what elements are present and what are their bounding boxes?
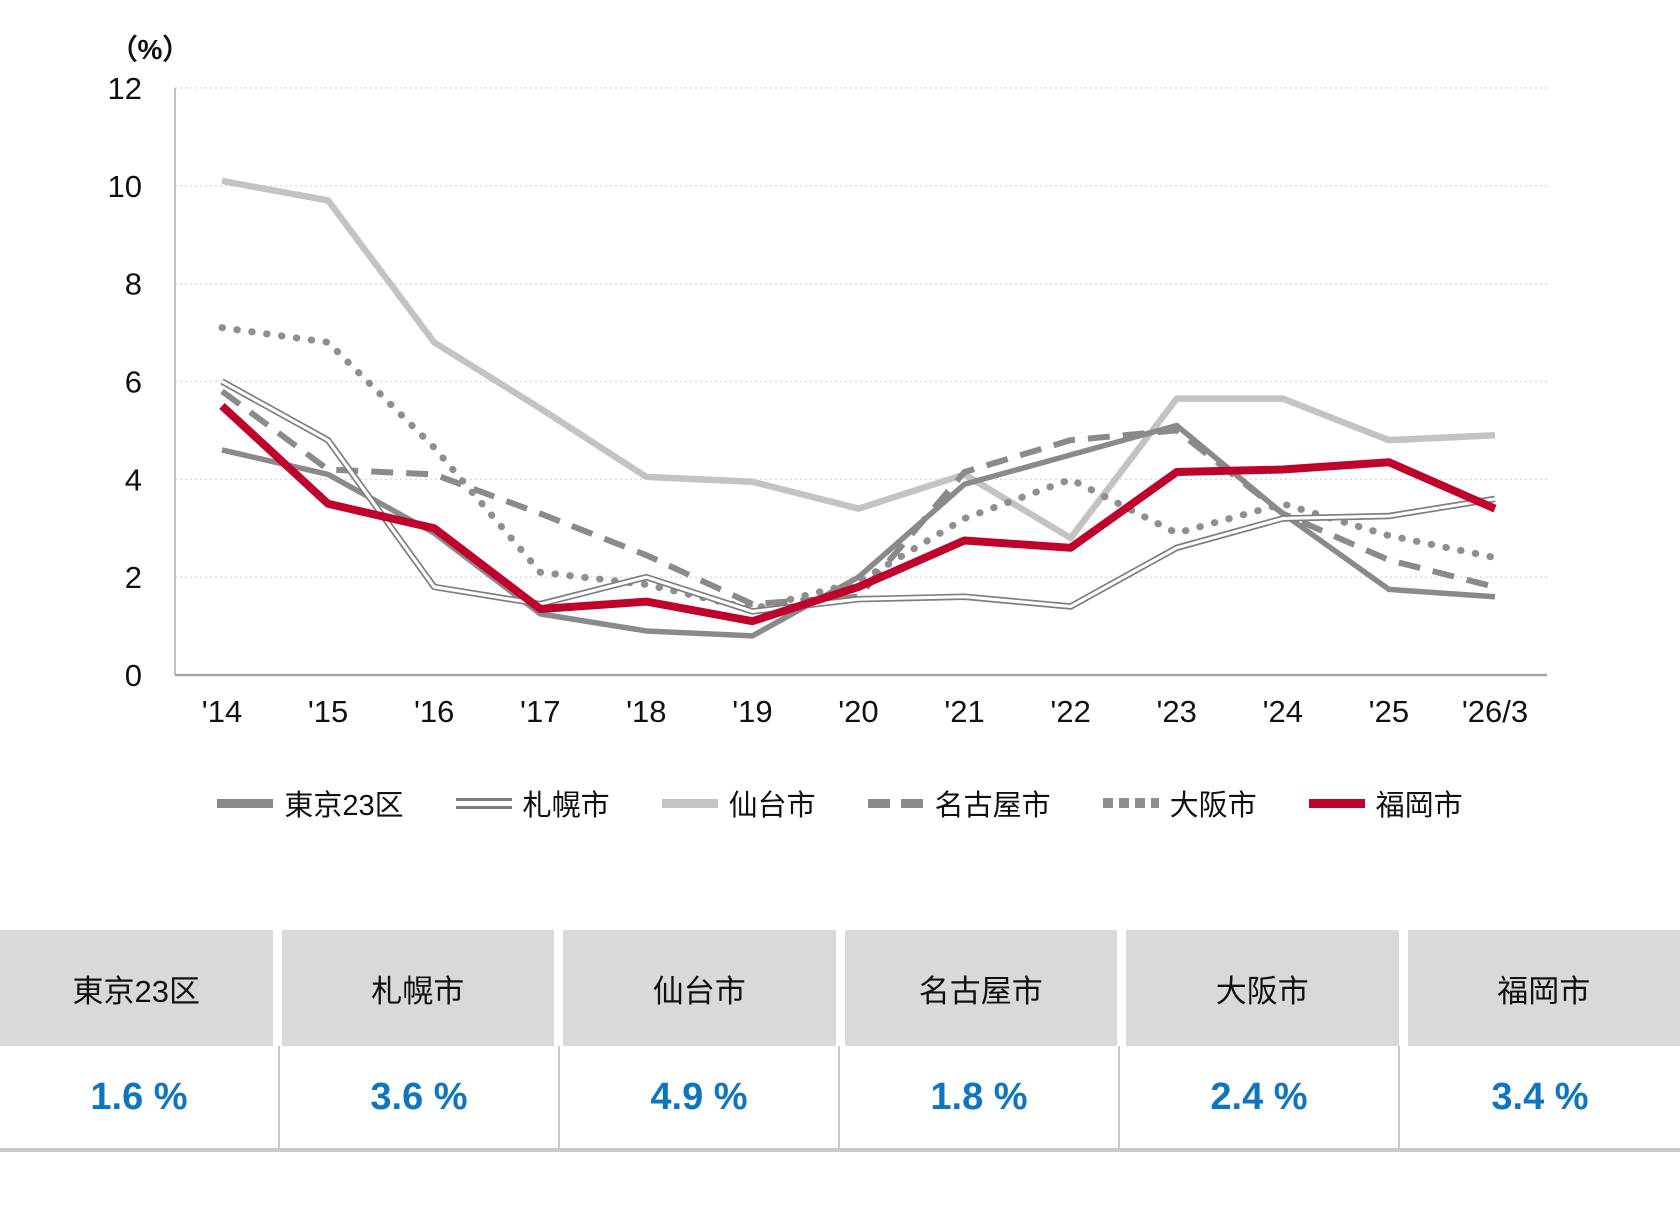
legend-swatch-sendai-solid-line-icon [661, 798, 718, 808]
legend-item-nagoya: 名古屋市 [867, 782, 1051, 824]
legend-swatch-nagoya-dashed-line-icon [867, 798, 924, 808]
series-line-fukuoka [219, 402, 1497, 626]
legend-item-sapporo: 札幌市 [455, 782, 610, 824]
table-value-nagoya: 1.8 % [840, 1046, 1120, 1150]
x-axis-label: '21 [944, 694, 984, 729]
x-axis-label: '18 [626, 694, 666, 729]
table-value-fukuoka: 3.4 % [1400, 1046, 1680, 1150]
x-axis-label: '16 [414, 694, 454, 729]
y-axis-label: 12 [108, 71, 142, 106]
series-line-sapporo-core [221, 380, 1496, 613]
x-axis-label: '26/3 [1462, 694, 1528, 729]
table-header-row: 東京23区 札幌市 仙台市 名古屋市 大阪市 福岡市 [0, 930, 1680, 1046]
table-value-osaka: 2.4 % [1120, 1046, 1400, 1150]
legend-item-osaka: 大阪市 [1102, 782, 1257, 824]
series-line-tokyo23 [221, 422, 1496, 639]
legend-swatch-sapporo-double-line-icon [455, 797, 512, 809]
legend-swatch-fukuoka-solid-line-icon [1308, 798, 1365, 808]
y-axis-label: 2 [125, 560, 142, 595]
legend-label-tokyo23: 東京23区 [284, 790, 404, 822]
legend-swatch-osaka-dotted-line-icon [1102, 798, 1159, 808]
x-axis-label: '15 [308, 694, 348, 729]
x-axis-label: '25 [1369, 694, 1409, 729]
x-axis-label: '17 [520, 694, 560, 729]
legend-item-tokyo23: 東京23区 [217, 782, 404, 824]
x-axis-label: '24 [1263, 694, 1303, 729]
legend-label-nagoya: 名古屋市 [934, 790, 1051, 822]
table-value-sapporo: 3.6 % [280, 1046, 560, 1150]
y-axis-unit-label: （%） [109, 34, 191, 65]
table-value-tokyo23: 1.6 % [0, 1046, 280, 1150]
legend-label-sapporo: 札幌市 [522, 790, 610, 822]
x-axis-label: '23 [1157, 694, 1197, 729]
table-header-fukuoka: 福岡市 [1407, 930, 1680, 1046]
table-value-sendai: 4.9 % [560, 1046, 840, 1150]
y-axis-label: 0 [125, 658, 142, 693]
legend-label-osaka: 大阪市 [1169, 790, 1257, 822]
legend-label-fukuoka: 福岡市 [1375, 790, 1463, 822]
y-axis-label: 10 [108, 169, 142, 204]
legend-item-fukuoka: 福岡市 [1308, 782, 1463, 824]
y-axis-label: 4 [125, 462, 142, 497]
x-axis-label: '14 [202, 694, 242, 729]
chart-legend: 東京23区 札幌市 仙台市 名古屋市 大阪市 福岡市 [0, 782, 1680, 824]
summary-table: 東京23区 札幌市 仙台市 名古屋市 大阪市 福岡市 1.6 % 3.6 % 4.9 % 1.8… [0, 930, 1680, 1152]
x-axis-label: '22 [1050, 694, 1090, 729]
x-axis-label: '19 [732, 694, 772, 729]
y-axis-label: 8 [125, 267, 142, 302]
line-chart: 0 2 4 6 8 10 12 '14 '15 '16 '17 '18 '19 '20 '21 '22 '23 '… [108, 71, 1547, 729]
series-line-sendai [221, 177, 1496, 542]
legend-label-sendai: 仙台市 [728, 790, 816, 822]
x-axis-label: '20 [838, 694, 878, 729]
table-header-osaka: 大阪市 [1126, 930, 1399, 1046]
table-header-tokyo23: 東京23区 [0, 930, 273, 1046]
table-header-nagoya: 名古屋市 [844, 930, 1117, 1046]
table-header-sendai: 仙台市 [563, 930, 836, 1046]
y-axis-label: 6 [125, 364, 142, 399]
legend-swatch-tokyo23-solid-line-icon [217, 798, 274, 808]
table-header-sapporo: 札幌市 [281, 930, 554, 1046]
series-line-osaka [218, 324, 1499, 613]
legend-item-sendai: 仙台市 [661, 782, 816, 824]
table-value-row: 1.6 % 3.6 % 4.9 % 1.8 % 2.4 % 3.4 % [0, 1046, 1680, 1152]
